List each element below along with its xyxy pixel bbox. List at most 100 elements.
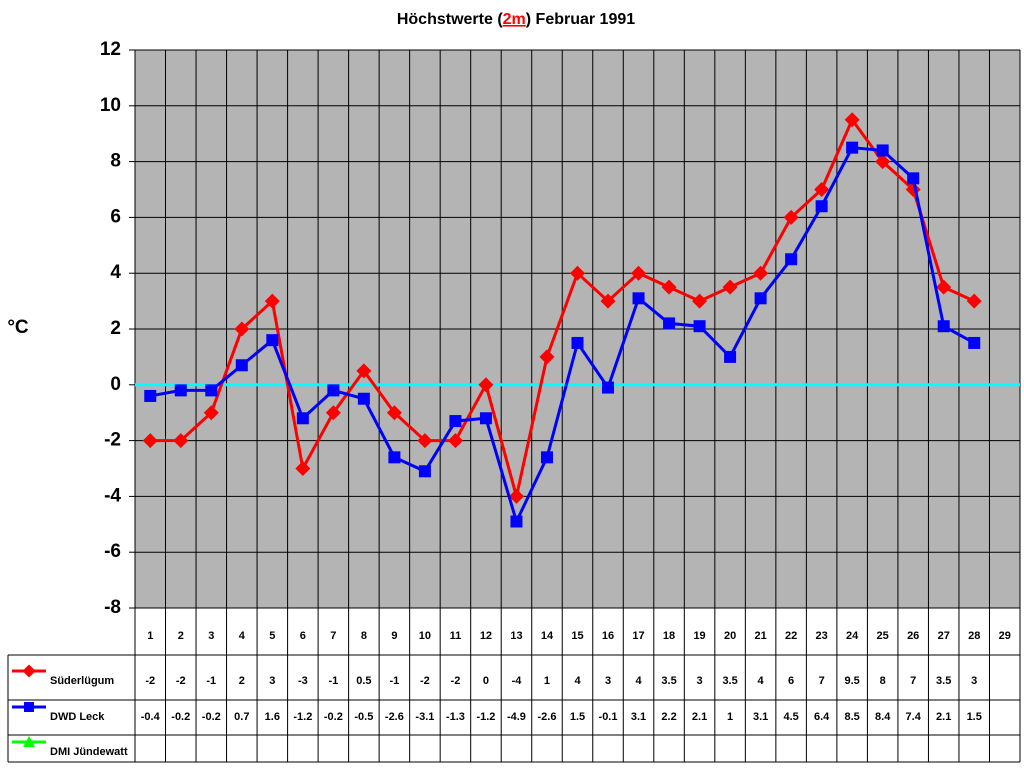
table-value: -0.5: [354, 711, 373, 723]
data-point: [325, 405, 341, 421]
data-point: [235, 359, 248, 372]
table-value: 1.6: [265, 711, 280, 723]
table-value: 8.5: [845, 711, 860, 723]
x-tick-label: 25: [877, 630, 889, 642]
x-tick-label: 17: [632, 630, 644, 642]
table-value: -4.9: [507, 711, 526, 723]
table-value: -0.4: [141, 711, 161, 723]
table-value: -4: [512, 675, 523, 687]
table-value: 4.5: [783, 711, 798, 723]
data-point: [356, 363, 372, 379]
x-tick-label: 19: [693, 630, 705, 642]
table-value: 3: [697, 675, 703, 687]
table-value: -1.2: [293, 711, 312, 723]
data-point: [296, 412, 309, 425]
table-value: 7: [819, 675, 825, 687]
legend-label: Süderlügum: [50, 675, 114, 687]
table-value: 1.5: [570, 711, 585, 723]
table-value: -3.1: [415, 711, 434, 723]
data-point: [907, 172, 920, 185]
table-value: 8: [880, 675, 886, 687]
data-point: [937, 320, 950, 333]
table-value: -2.6: [537, 711, 556, 723]
table-value: 8.4: [875, 711, 891, 723]
table-value: 3.1: [753, 711, 768, 723]
table-value: -0.2: [202, 711, 221, 723]
table-value: 2.1: [936, 711, 951, 723]
data-point: [386, 405, 402, 421]
y-tick-label: 0: [110, 374, 121, 395]
data-point: [663, 317, 676, 330]
table-value: -3: [298, 675, 308, 687]
x-tick-label: 10: [419, 630, 431, 642]
data-point: [692, 293, 708, 309]
data-point: [631, 265, 647, 281]
data-point: [571, 336, 584, 349]
data-point: [144, 389, 157, 402]
table-value: 1: [544, 675, 550, 687]
data-point: [478, 377, 494, 393]
y-tick-label: 2: [110, 318, 121, 339]
table-value: -2: [145, 675, 155, 687]
legend-label: DMI Jündewatt: [50, 746, 128, 758]
table-value: 0.7: [234, 711, 249, 723]
x-tick-label: 8: [361, 630, 367, 642]
data-point: [724, 350, 737, 363]
table-value: 0.5: [356, 675, 371, 687]
data-point: [602, 381, 615, 394]
x-tick-label: 29: [999, 630, 1011, 642]
x-tick-label: 2: [178, 630, 184, 642]
title-part: Höchstwerte (: [397, 11, 503, 28]
y-tick-label: 4: [110, 262, 121, 283]
table-value: -1: [206, 675, 216, 687]
data-point: [510, 515, 523, 528]
table-value: 6.4: [814, 711, 830, 723]
data-point: [875, 154, 891, 170]
table-value: 0: [483, 675, 489, 687]
data-point: [876, 144, 889, 157]
y-tick-label: 12: [100, 39, 121, 60]
title-link[interactable]: 2m: [503, 11, 526, 28]
data-point: [540, 451, 553, 464]
data-point: [968, 336, 981, 349]
title-part: ) Februar 1991: [526, 11, 635, 28]
data-point: [966, 293, 982, 309]
data-point: [753, 265, 769, 281]
x-tick-label: 20: [724, 630, 736, 642]
data-point: [754, 292, 767, 305]
table-value: -1.3: [446, 711, 465, 723]
table-value: 3.5: [661, 675, 676, 687]
table-value: 3: [269, 675, 275, 687]
x-tick-label: 27: [938, 630, 950, 642]
table-value: -1.2: [476, 711, 495, 723]
data-point: [815, 200, 828, 213]
table-value: 1: [727, 711, 733, 723]
data-point: [844, 112, 860, 128]
x-tick-label: 9: [391, 630, 397, 642]
table-value: 9.5: [845, 675, 860, 687]
data-point: [814, 182, 830, 197]
table-value: 4: [758, 675, 765, 687]
x-tick-label: 1: [147, 630, 153, 642]
table-value: 7: [910, 675, 916, 687]
data-point: [600, 293, 616, 309]
x-tick-label: 26: [907, 630, 919, 642]
data-point: [388, 451, 401, 464]
x-tick-label: 28: [968, 630, 980, 642]
data-point: [295, 461, 311, 476]
x-tick-label: 15: [571, 630, 583, 642]
x-tick-label: 24: [846, 630, 859, 642]
x-tick-label: 5: [269, 630, 275, 642]
data-point: [418, 465, 431, 478]
x-tick-label: 14: [541, 630, 554, 642]
data-point: [722, 279, 738, 295]
data-point: [264, 293, 280, 309]
data-point: [174, 384, 187, 397]
series-line: [150, 116, 975, 497]
chart-title: Höchstwerte (2m) Februar 1991: [397, 11, 635, 28]
y-tick-label: 8: [110, 151, 121, 172]
x-tick-label: 23: [816, 630, 828, 642]
x-tick-label: 3: [208, 630, 214, 642]
data-point: [570, 265, 585, 281]
